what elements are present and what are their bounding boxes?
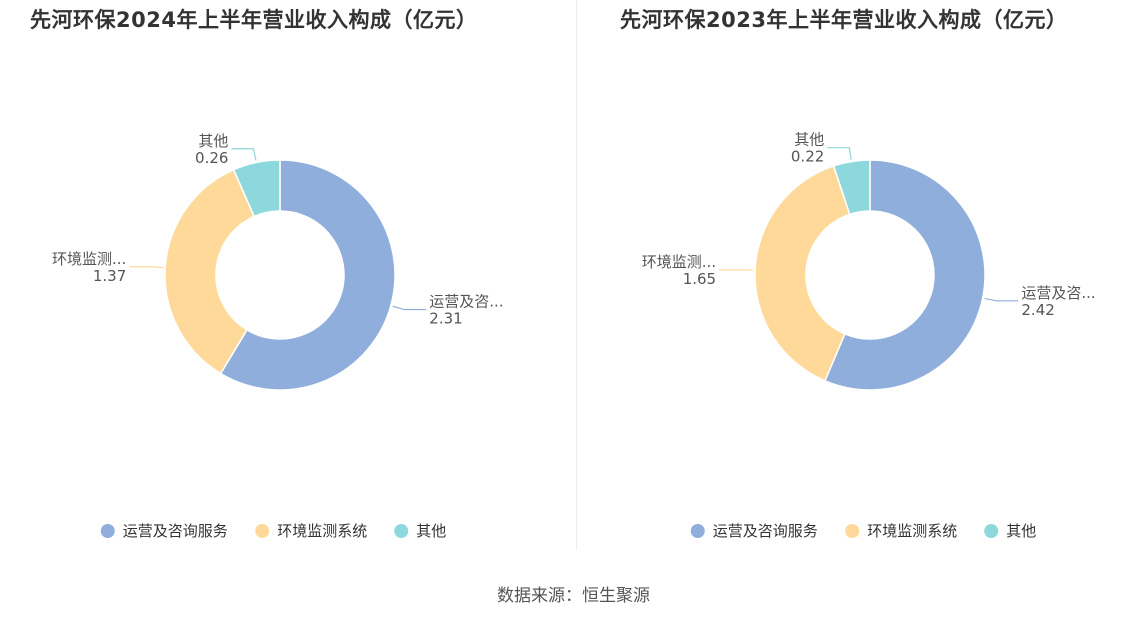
slice-0[interactable] (219, 159, 396, 391)
slice-value-label-1: 1.65 (683, 270, 716, 288)
legend-marker-0 (100, 524, 115, 538)
legend-label-1: 环境监测系统 (867, 522, 957, 540)
legend-marker-1 (845, 524, 860, 538)
slice-name-label-0: 运营及咨... (429, 293, 503, 311)
legend-marker-1 (255, 524, 270, 538)
slice-name-label-2: 其他 (198, 132, 228, 150)
legend-label-0: 运营及咨询服务 (713, 522, 818, 540)
slice-value-label-0: 2.42 (1021, 301, 1054, 319)
data-source-note: 数据来源：恒生聚源 (497, 586, 650, 606)
chart-panel-2023: 先河环保2023年上半年营业收入构成（亿元） 运营及咨... 2.42 环境监测..… (590, 0, 1147, 560)
legend-label-2: 其他 (1006, 522, 1036, 540)
legend-marker-2 (394, 524, 409, 538)
legend-item-1[interactable]: 环境监测系统 (845, 522, 957, 540)
legend-item-2[interactable]: 其他 (984, 522, 1036, 540)
slice-value-label-2: 0.26 (195, 149, 228, 167)
slice-value-label-0: 2.31 (429, 310, 462, 328)
chart-title-2024: 先河环保2024年上半年营业收入构成（亿元） (30, 8, 478, 32)
leader-line-0 (392, 305, 427, 311)
chart-panel-2024: 先河环保2024年上半年营业收入构成（亿元） 运营及咨... 2.31 环境监测..… (0, 0, 573, 560)
slice-name-label-0: 运营及咨... (1021, 284, 1095, 302)
slice-name-label-1: 环境监测... (642, 253, 716, 271)
legend-item-1[interactable]: 环境监测系统 (255, 522, 367, 540)
legend-marker-2 (984, 524, 999, 538)
legend-item-0[interactable]: 运营及咨询服务 (100, 522, 228, 540)
slice-1[interactable] (164, 168, 256, 375)
leader-line-1 (129, 266, 164, 269)
legend-marker-0 (690, 524, 705, 538)
panel-divider (576, 0, 577, 550)
slice-2[interactable] (832, 159, 871, 216)
slice-value-label-2: 0.22 (791, 148, 824, 166)
legend-label-1: 环境监测系统 (277, 522, 367, 540)
legend-item-0[interactable]: 运营及咨询服务 (690, 522, 818, 540)
slice-1[interactable] (754, 164, 851, 382)
legend-label-2: 其他 (416, 522, 446, 540)
leader-line-2 (827, 147, 852, 160)
slice-value-label-1: 1.37 (93, 267, 126, 285)
legend-item-2[interactable]: 其他 (394, 522, 446, 540)
slice-2[interactable] (232, 159, 281, 218)
leader-line-2 (231, 148, 257, 161)
slice-name-label-1: 环境监测... (52, 250, 126, 268)
slice-0[interactable] (823, 159, 986, 391)
chart-title-2023: 先河环保2023年上半年营业收入构成（亿元） (620, 8, 1068, 32)
legend-label-0: 运营及咨询服务 (123, 522, 228, 540)
slice-name-label-2: 其他 (794, 131, 824, 149)
leader-line-0 (984, 297, 1019, 302)
